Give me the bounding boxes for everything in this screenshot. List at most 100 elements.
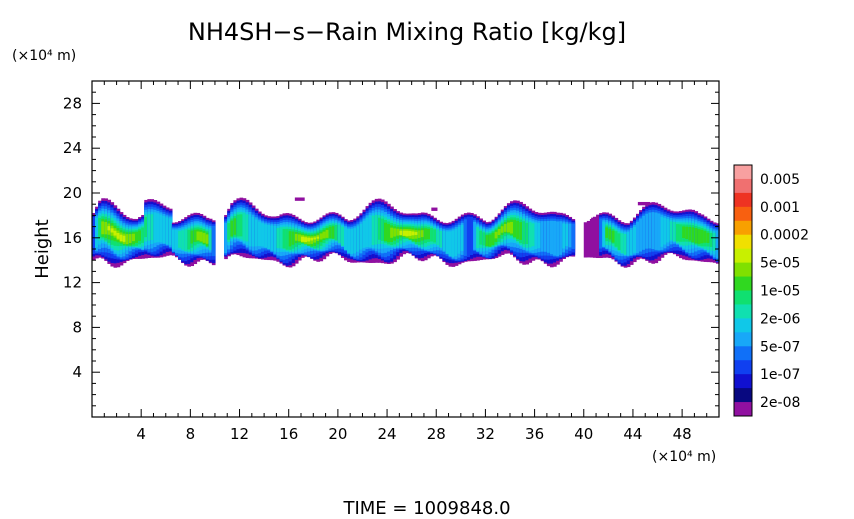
field-cell bbox=[125, 234, 130, 245]
field-cell bbox=[208, 229, 213, 250]
field-cell bbox=[479, 230, 483, 245]
colorbar-swatch bbox=[734, 220, 752, 236]
x-tick-label: 20 bbox=[328, 425, 347, 443]
colorbar-swatch bbox=[734, 248, 752, 264]
field-cell bbox=[448, 231, 453, 257]
field-cell bbox=[488, 234, 493, 247]
field-cell bbox=[291, 231, 296, 245]
colorbar-swatch bbox=[734, 178, 752, 194]
field-cell bbox=[629, 229, 634, 255]
field-cell bbox=[540, 221, 545, 252]
colorbar-label: 1e-05 bbox=[760, 284, 800, 300]
field-cell bbox=[399, 230, 404, 235]
chart-title: NH4SH−s−Rain Mixing Ratio [kg/kg] bbox=[188, 18, 626, 46]
field-cell bbox=[383, 222, 388, 242]
field-cell bbox=[528, 222, 533, 248]
field-cell bbox=[156, 213, 161, 243]
field-cell bbox=[562, 223, 566, 249]
field-cell bbox=[147, 214, 151, 241]
field-cell bbox=[227, 223, 231, 240]
field-cell bbox=[660, 216, 665, 247]
field-cell bbox=[657, 213, 662, 251]
field-cell bbox=[679, 224, 683, 242]
field-cell bbox=[525, 222, 530, 245]
field-cell bbox=[116, 232, 121, 239]
field-cell bbox=[617, 233, 622, 250]
field-cell bbox=[654, 212, 659, 250]
colorbar-swatch bbox=[734, 304, 752, 319]
field-cell bbox=[276, 227, 281, 249]
field-cell bbox=[380, 218, 385, 241]
field-cell bbox=[651, 212, 656, 250]
time-label: TIME = 1009848.0 bbox=[342, 498, 510, 519]
field-cell bbox=[347, 229, 351, 253]
field-cell bbox=[586, 220, 591, 258]
field-cell bbox=[636, 221, 640, 254]
field-cell bbox=[328, 226, 333, 239]
field-cell bbox=[685, 226, 689, 239]
field-cell bbox=[325, 229, 330, 238]
field-cell bbox=[506, 222, 511, 233]
field-cell bbox=[596, 214, 600, 259]
field-cell bbox=[568, 223, 573, 248]
field-cell bbox=[144, 217, 148, 238]
colorbar-swatch bbox=[734, 262, 752, 278]
field-cell bbox=[423, 228, 428, 240]
field-cell bbox=[473, 221, 477, 250]
field-cell bbox=[405, 230, 410, 237]
field-cell bbox=[356, 226, 360, 252]
field-cell bbox=[402, 230, 407, 236]
field-cell bbox=[454, 228, 459, 257]
field-cell bbox=[131, 233, 136, 242]
field-cell bbox=[408, 230, 413, 236]
field-cell bbox=[494, 231, 499, 239]
field-cell bbox=[334, 224, 339, 241]
field-cell bbox=[460, 224, 465, 251]
field-cell bbox=[251, 216, 256, 247]
field-cell bbox=[196, 231, 201, 241]
field-cell bbox=[261, 223, 265, 247]
field-cell bbox=[344, 227, 348, 250]
field-cell bbox=[519, 222, 523, 240]
y-axis-unit: (×10⁴ m) bbox=[12, 48, 76, 64]
field-cell bbox=[411, 231, 416, 236]
field-cell bbox=[254, 219, 259, 247]
field-cell bbox=[168, 218, 173, 246]
field-cell bbox=[700, 229, 705, 244]
field-cell bbox=[682, 226, 686, 239]
field-cell bbox=[340, 226, 345, 246]
x-tick-label: 16 bbox=[279, 425, 298, 443]
field-cell bbox=[150, 214, 155, 241]
colorbar-swatch bbox=[734, 388, 752, 403]
field-cell bbox=[491, 232, 496, 245]
field-cell bbox=[365, 217, 370, 248]
colorbar-label: 1e-07 bbox=[760, 367, 800, 383]
field-cell bbox=[98, 217, 102, 238]
colorbar-swatch bbox=[734, 402, 752, 417]
colorbar-swatch bbox=[734, 276, 752, 291]
field-cell bbox=[611, 230, 616, 243]
field-cell bbox=[279, 227, 284, 249]
field-cell bbox=[104, 221, 108, 235]
field-cell bbox=[688, 226, 692, 241]
field-cell bbox=[706, 232, 711, 243]
field-cell bbox=[202, 232, 207, 243]
field-cell bbox=[316, 236, 321, 239]
y-axis: 4 8 12 16 20 24 28 bbox=[63, 91, 719, 407]
field-cell bbox=[556, 221, 560, 257]
field-cell bbox=[663, 217, 668, 245]
y-tick-label: 16 bbox=[63, 229, 82, 247]
colorbar-swatch bbox=[734, 360, 752, 375]
field-cell bbox=[476, 227, 480, 249]
x-tick-label: 48 bbox=[673, 425, 692, 443]
field-cell bbox=[304, 237, 308, 243]
field-cell bbox=[599, 218, 603, 249]
x-axis-unit: (×10⁴ m) bbox=[652, 449, 716, 465]
y-tick-label: 20 bbox=[63, 184, 82, 202]
field-cell bbox=[672, 221, 677, 242]
colorbar-swatch bbox=[734, 234, 752, 250]
colorbar-label: 5e-05 bbox=[760, 256, 800, 272]
x-tick-label: 36 bbox=[525, 425, 544, 443]
x-tick-label: 8 bbox=[186, 425, 196, 443]
field-wisp bbox=[591, 217, 598, 221]
